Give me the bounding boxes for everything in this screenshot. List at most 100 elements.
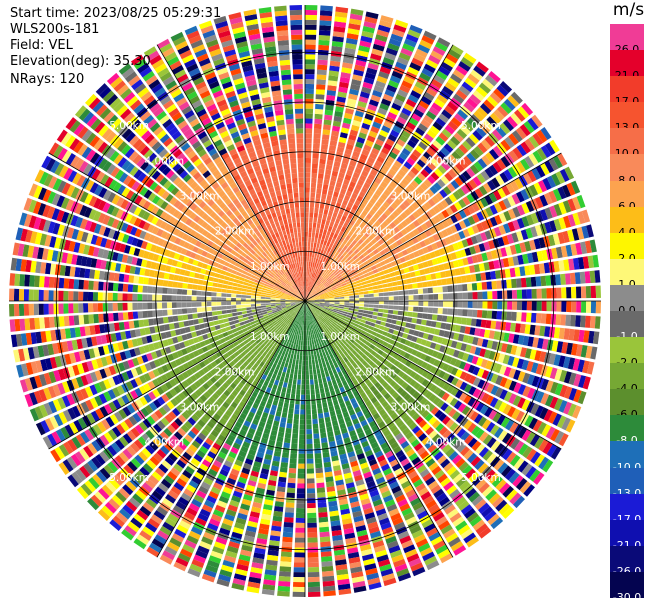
ppi-gate	[315, 193, 321, 199]
ppi-gate	[329, 297, 335, 300]
ppi-gate	[510, 180, 520, 192]
ppi-gate	[386, 278, 392, 283]
ppi-gate	[322, 580, 335, 587]
ppi-gate	[367, 227, 374, 234]
ppi-gate	[357, 312, 363, 316]
ppi-gate	[360, 278, 366, 283]
ppi-gate	[449, 234, 457, 243]
ppi-gate	[358, 306, 364, 310]
ppi-gate	[323, 412, 330, 418]
ppi-gate	[359, 91, 370, 99]
ppi-gate	[287, 482, 296, 489]
ppi-gate	[292, 359, 296, 365]
ppi-gate	[469, 164, 480, 175]
ppi-gate	[305, 54, 316, 60]
ppi-gate	[321, 279, 326, 284]
ppi-gate	[351, 192, 358, 200]
ppi-gate	[328, 280, 334, 285]
ppi-gate	[558, 400, 568, 413]
ppi-gate	[457, 240, 464, 250]
ppi-gate	[306, 325, 309, 331]
ppi-gate	[374, 301, 379, 305]
ppi-gate	[307, 251, 310, 257]
ppi-gate	[288, 378, 293, 384]
ppi-gate	[457, 292, 463, 300]
ppi-gate	[308, 294, 313, 299]
ppi-gate	[559, 168, 570, 182]
ppi-gate	[319, 15, 332, 21]
ppi-gate	[306, 291, 309, 297]
ppi-gate	[291, 363, 295, 370]
ppi-gate	[493, 190, 502, 201]
ppi-gate	[367, 234, 374, 241]
ppi-gate	[529, 184, 539, 197]
ppi-gate	[531, 301, 537, 311]
ppi-gate	[442, 85, 454, 96]
ppi-gate	[554, 383, 564, 396]
ppi-gate	[349, 276, 355, 281]
ppi-gate	[357, 50, 369, 58]
ppi-gate	[372, 327, 379, 333]
ppi-gate	[417, 172, 426, 182]
ppi-gate	[312, 247, 316, 253]
ppi-gate	[502, 235, 510, 246]
ppi-gate	[449, 204, 458, 214]
ppi-gate	[488, 409, 498, 420]
ppi-gate	[314, 297, 320, 300]
ppi-gate	[475, 86, 488, 98]
ppi-gate	[353, 188, 360, 195]
ppi-gate	[381, 220, 389, 228]
ppi-gate	[520, 229, 529, 240]
ppi-gate	[556, 287, 562, 299]
ppi-gate	[404, 233, 412, 241]
ppi-gate	[326, 215, 332, 221]
ppi-gate	[305, 93, 314, 99]
ppi-gate	[442, 372, 451, 381]
ppi-gate	[379, 66, 391, 75]
ppi-gate	[477, 301, 483, 309]
ppi-gate	[577, 257, 585, 270]
ppi-gate	[414, 324, 421, 331]
ppi-gate	[370, 126, 380, 134]
ppi-gate	[536, 301, 542, 311]
ppi-gate	[473, 145, 484, 157]
ppi-gate	[356, 268, 362, 274]
ppi-gate	[406, 247, 413, 254]
ppi-gate	[320, 357, 325, 363]
ppi-gate	[372, 285, 378, 290]
ppi-gate	[338, 320, 344, 325]
ppi-gate	[463, 394, 472, 405]
ppi-gate	[461, 81, 474, 93]
ppi-gate	[337, 322, 343, 327]
ppi-gate	[418, 100, 430, 110]
ppi-gate	[325, 257, 330, 263]
ppi-gate	[594, 316, 601, 329]
ppi-gate	[309, 217, 313, 223]
ppi-gate	[311, 354, 315, 360]
ppi-gate	[314, 207, 319, 214]
ppi-gate	[437, 178, 446, 188]
ppi-gate	[490, 385, 499, 396]
ppi-gate	[328, 185, 335, 192]
ppi-gate	[508, 393, 517, 405]
ppi-gate	[431, 258, 438, 266]
ppi-gate	[281, 457, 289, 463]
ppi-gate	[543, 192, 553, 205]
ppi-gate	[422, 261, 429, 268]
ppi-gate	[305, 291, 306, 297]
ppi-gate	[305, 103, 314, 109]
ppi-gate	[345, 143, 354, 151]
ppi-gate	[524, 348, 532, 359]
ppi-gate	[440, 322, 447, 330]
ppi-gate	[500, 102, 512, 114]
ppi-gate	[413, 301, 419, 306]
ppi-gate	[315, 388, 320, 395]
ppi-gate	[296, 384, 301, 390]
ppi-gate	[307, 527, 318, 533]
ppi-gate	[307, 517, 317, 523]
ppi-gate	[325, 104, 334, 111]
ppi-gate	[320, 265, 325, 271]
ppi-gate	[421, 281, 428, 288]
ppi-gate	[354, 301, 360, 304]
ppi-gate	[329, 302, 335, 304]
